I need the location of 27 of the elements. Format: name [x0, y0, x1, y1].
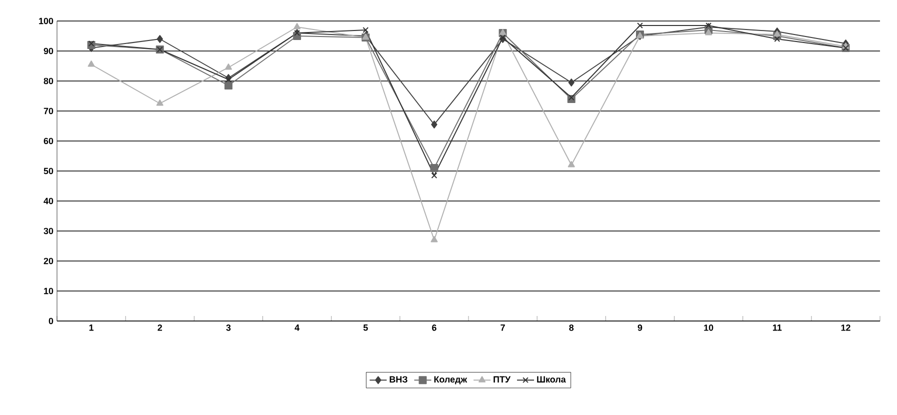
x-tick-label: 5 [363, 324, 368, 331]
x-tick-label: 10 [704, 324, 714, 331]
legend-label: Школа [537, 376, 566, 383]
y-tick-label: 40 [44, 198, 54, 204]
legend-label: ПТУ [494, 376, 511, 383]
y-tick-label: 60 [44, 138, 54, 144]
y-tick-label: 50 [44, 168, 54, 174]
y-tick-label: 0 [48, 318, 54, 324]
y-tick-label: 90 [44, 48, 54, 54]
x-tick-label: 2 [158, 324, 162, 331]
y-tick-label: 20 [44, 258, 54, 264]
y-tick-label: 30 [44, 228, 54, 234]
x-tick-label: 9 [638, 324, 642, 331]
y-tick-label: 10 [44, 288, 54, 294]
x-tick-label: 8 [569, 324, 574, 331]
x-tick-label: 12 [841, 324, 850, 331]
y-tick-label: 80 [44, 78, 54, 84]
x-tick-label: 3 [226, 324, 231, 331]
x-tick-label: 4 [294, 324, 300, 331]
x-tick-label: 11 [772, 324, 782, 331]
x-tick-label: 1 [89, 324, 94, 331]
legend-label: ВНЗ [390, 376, 408, 383]
x-tick-label: 7 [500, 324, 505, 331]
y-tick-label: 70 [44, 108, 54, 114]
x-tick-label: 6 [432, 324, 436, 331]
legend-label: Коледж [434, 376, 468, 384]
y-tick-label: 100 [39, 18, 54, 24]
